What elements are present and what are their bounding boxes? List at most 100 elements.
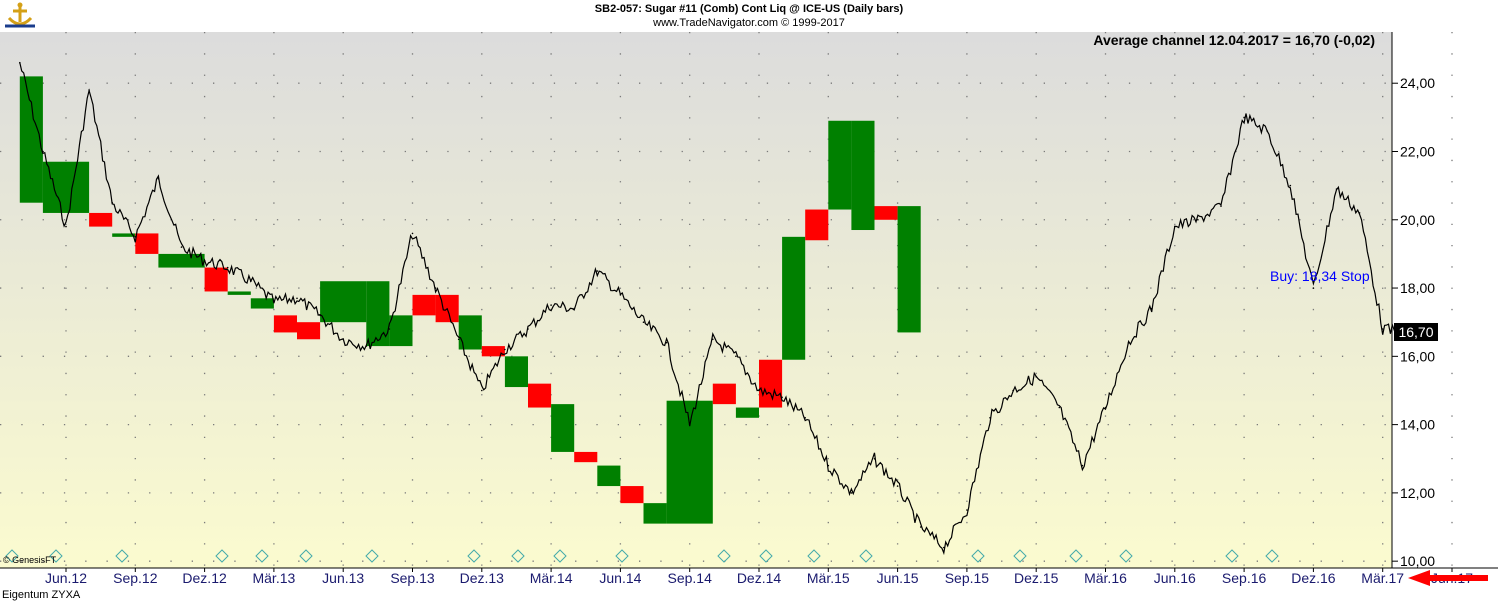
- price-point: [550, 304, 552, 306]
- x-tick-label: Dez.16: [1291, 570, 1336, 586]
- x-tick-label: Jun.13: [322, 570, 364, 586]
- price-point: [758, 389, 760, 392]
- y-tick-label: 10,00: [1400, 553, 1435, 569]
- footer-text: Eigentum ZYXA: [2, 589, 81, 601]
- price-point: [273, 300, 275, 303]
- channel-box-green: [250, 298, 274, 309]
- price-point: [873, 458, 876, 460]
- event-marker: [1069, 549, 1083, 563]
- channel-box-red: [874, 206, 898, 220]
- chart-subtitle: www.TradeNavigator.com © 1999-2017: [653, 17, 845, 29]
- channel-box-green: [643, 503, 667, 524]
- price-point: [596, 270, 599, 272]
- price-point: [943, 546, 945, 549]
- channel-box-green: [666, 400, 713, 524]
- channel-box-green: [19, 76, 43, 203]
- channel-box-green: [320, 281, 367, 323]
- y-tick-label: 16,00: [1400, 348, 1435, 364]
- channel-box-green: [458, 315, 482, 350]
- last-price-box: [1394, 323, 1438, 341]
- price-point: [250, 280, 252, 283]
- price-point: [203, 259, 206, 262]
- price-point: [457, 338, 460, 341]
- x-tick-label: Mär.17: [1361, 570, 1404, 586]
- price-point: [781, 396, 783, 399]
- price-point: [1012, 389, 1014, 392]
- y-tick-label: 24,00: [1400, 75, 1435, 91]
- channel-box-red: [528, 383, 552, 408]
- price-point: [919, 526, 922, 528]
- x-tick-label: Jun.16: [1154, 570, 1196, 586]
- channel-box-green: [112, 233, 136, 237]
- price-point: [1243, 116, 1245, 119]
- x-tick-label: Mär.13: [252, 570, 295, 586]
- price-point: [180, 246, 183, 248]
- channel-box-green: [735, 407, 759, 418]
- price-point: [42, 150, 44, 153]
- channel-box-red: [273, 315, 297, 333]
- x-tick-label: Sep.12: [113, 570, 158, 586]
- channel-box-green: [828, 120, 852, 210]
- price-point: [665, 341, 668, 344]
- channel-box-green: [504, 356, 528, 388]
- event-marker: [971, 549, 985, 563]
- channel-box-red: [412, 294, 436, 316]
- price-point: [342, 338, 345, 341]
- chart-header: SB2-057: Sugar #11 (Comb) Cont Liq @ ICE…: [0, 0, 1498, 32]
- event-marker: [1265, 549, 1279, 563]
- price-point: [319, 314, 321, 317]
- channel-box-green: [227, 291, 251, 295]
- price-point: [642, 321, 645, 324]
- x-tick-label: Mär.14: [530, 570, 573, 586]
- price-point: [850, 492, 853, 494]
- price-point: [619, 294, 622, 296]
- channel-box-red: [481, 346, 505, 357]
- price-point: [735, 355, 737, 358]
- price-point: [1058, 406, 1061, 409]
- anchor-logo-icon: [5, 2, 35, 28]
- channel-box-red: [204, 267, 228, 292]
- event-marker: [467, 549, 481, 563]
- channel-boxes: [19, 76, 921, 524]
- price-point: [1220, 205, 1222, 207]
- y-tick-label: 20,00: [1400, 212, 1435, 228]
- price-point: [434, 287, 437, 289]
- event-marker: [511, 549, 525, 563]
- price-point: [1312, 287, 1315, 289]
- y-tick-label: 18,00: [1400, 280, 1435, 296]
- price-point: [1127, 341, 1130, 344]
- price-point: [134, 236, 137, 238]
- x-tick-label: Dez.15: [1014, 570, 1059, 586]
- x-tick-label: Sep.15: [945, 570, 990, 586]
- x-axis: Jun.12 Sep.12 Dez.12 Mär.13 Jun.13 Sep.13 Dez.…: [0, 567, 1498, 586]
- price-point: [1266, 130, 1268, 132]
- y-axis-area: [1392, 32, 1498, 568]
- x-tick-label: Dez.12: [182, 570, 227, 586]
- event-marker: [49, 549, 63, 563]
- price-series: [19, 61, 1407, 556]
- event-marker: [1225, 549, 1239, 563]
- event-marker: [553, 549, 567, 563]
- channel-box-red: [297, 322, 321, 340]
- x-tick-label: Sep.16: [1222, 570, 1267, 586]
- event-markers: [5, 549, 1279, 563]
- watermark: © GenesisFT: [3, 555, 57, 565]
- price-point: [111, 201, 113, 204]
- event-marker: [5, 549, 19, 563]
- y-tick-label: 22,00: [1400, 143, 1435, 159]
- x-tick-label: Jun.14: [599, 570, 641, 586]
- channel-box-red: [712, 383, 736, 405]
- x-tick-label: Dez.14: [737, 570, 782, 586]
- event-marker: [759, 549, 773, 563]
- price-point: [1335, 188, 1338, 190]
- channel-box-red: [759, 359, 783, 408]
- price-point: [688, 423, 691, 426]
- channel-box-green: [897, 206, 921, 333]
- x-tick-label: Jun.15: [877, 570, 919, 586]
- last-price-label: 16,70: [1398, 324, 1433, 340]
- chart-title: SB2-057: Sugar #11 (Comb) Cont Liq @ ICE…: [594, 3, 904, 15]
- event-marker: [299, 549, 313, 563]
- price-point: [481, 389, 483, 392]
- x-axis-area: [0, 568, 1498, 588]
